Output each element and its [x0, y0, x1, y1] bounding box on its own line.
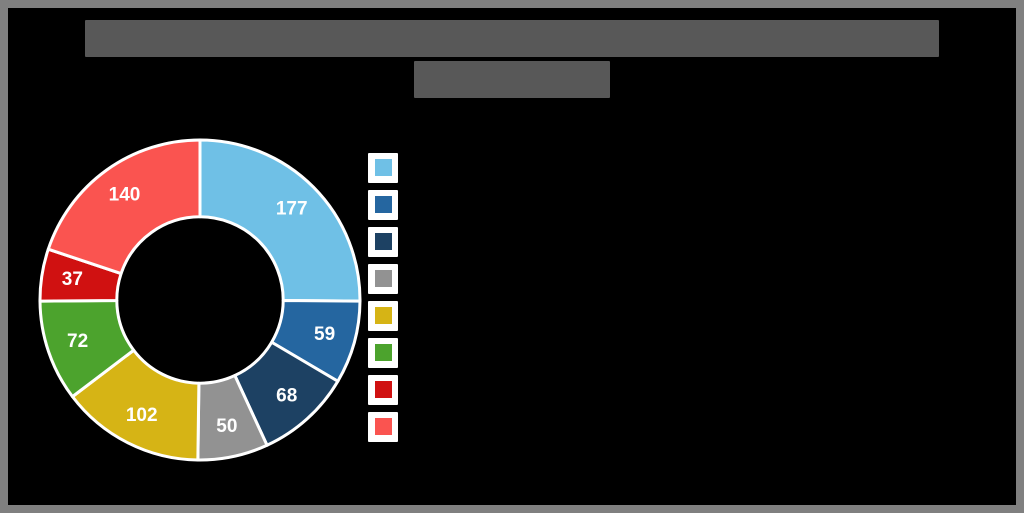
legend-item-label: ████████	[405, 416, 499, 437]
legend-swatch-backdrop	[368, 337, 398, 368]
legend-item[interactable]: ███████	[368, 373, 928, 406]
chart-title: ██████ ███████ ██ ███████ ██ ███████ ███…	[8, 20, 1016, 99]
chart-title-line-1: ██████ ███████ ██ ███████ ██ ███████ ███…	[84, 20, 940, 58]
legend-item-label: ██████████	[405, 231, 520, 252]
donut-slice-value-label: 59	[314, 324, 335, 345]
legend-item-label: ███████	[405, 379, 488, 400]
donut-slice-value-label: 177	[276, 198, 308, 219]
chart-title-line-2: █████████	[414, 61, 610, 99]
legend-item[interactable]: ██████████	[368, 225, 928, 258]
legend-color-swatch	[374, 233, 392, 250]
legend-swatch-backdrop	[368, 300, 398, 331]
legend-color-swatch	[374, 344, 392, 361]
legend-item[interactable]: ███████	[368, 188, 928, 221]
legend-item[interactable]: ██████	[368, 262, 928, 295]
legend-item[interactable]: ████████	[368, 299, 928, 332]
legend-swatch-backdrop	[368, 374, 398, 405]
legend-item[interactable]: █████████	[368, 151, 928, 184]
legend-color-swatch	[374, 418, 392, 435]
legend-swatch-backdrop	[368, 152, 398, 183]
legend-item-label: ███████	[405, 194, 488, 215]
legend-item-label: ██████	[405, 268, 477, 289]
legend-item-label: █████████	[405, 342, 509, 363]
legend-item[interactable]: ████████	[368, 410, 928, 443]
legend-item[interactable]: █████████	[368, 336, 928, 369]
donut-slice-value-label: 68	[276, 385, 297, 406]
legend-swatch-backdrop	[368, 226, 398, 257]
donut-slice[interactable]	[46, 138, 202, 276]
legend-swatch-backdrop	[368, 263, 398, 294]
legend-color-swatch	[374, 159, 392, 176]
legend-color-swatch	[374, 307, 392, 324]
legend-color-swatch	[374, 196, 392, 213]
donut-slice-value-label: 72	[67, 331, 88, 352]
legend-item-label: █████████	[405, 157, 509, 178]
donut-slice-value-label: 50	[216, 416, 237, 437]
legend-color-swatch	[374, 381, 392, 398]
donut-slice-value-label: 102	[126, 405, 158, 426]
donut-chart-svg: 177 59 68 50 102 72 37 140	[38, 138, 362, 462]
legend-swatch-backdrop	[368, 189, 398, 220]
donut-slices	[38, 138, 362, 462]
legend-color-swatch	[374, 270, 392, 287]
donut-slice-labels: 177 59 68 50 102 72 37 140	[62, 185, 335, 437]
legend-item-label: ████████	[405, 305, 499, 326]
legend-swatch-backdrop	[368, 411, 398, 442]
donut-slice-value-label: 37	[62, 269, 83, 290]
chart-legend: ████████████████████████████████████████…	[368, 151, 928, 447]
donut-chart: 177 59 68 50 102 72 37 140	[30, 130, 370, 470]
figure-plate: ██████ ███████ ██ ███████ ██ ███████ ███…	[8, 8, 1016, 505]
donut-slice[interactable]	[198, 138, 362, 303]
donut-slice-value-label: 140	[109, 185, 141, 206]
